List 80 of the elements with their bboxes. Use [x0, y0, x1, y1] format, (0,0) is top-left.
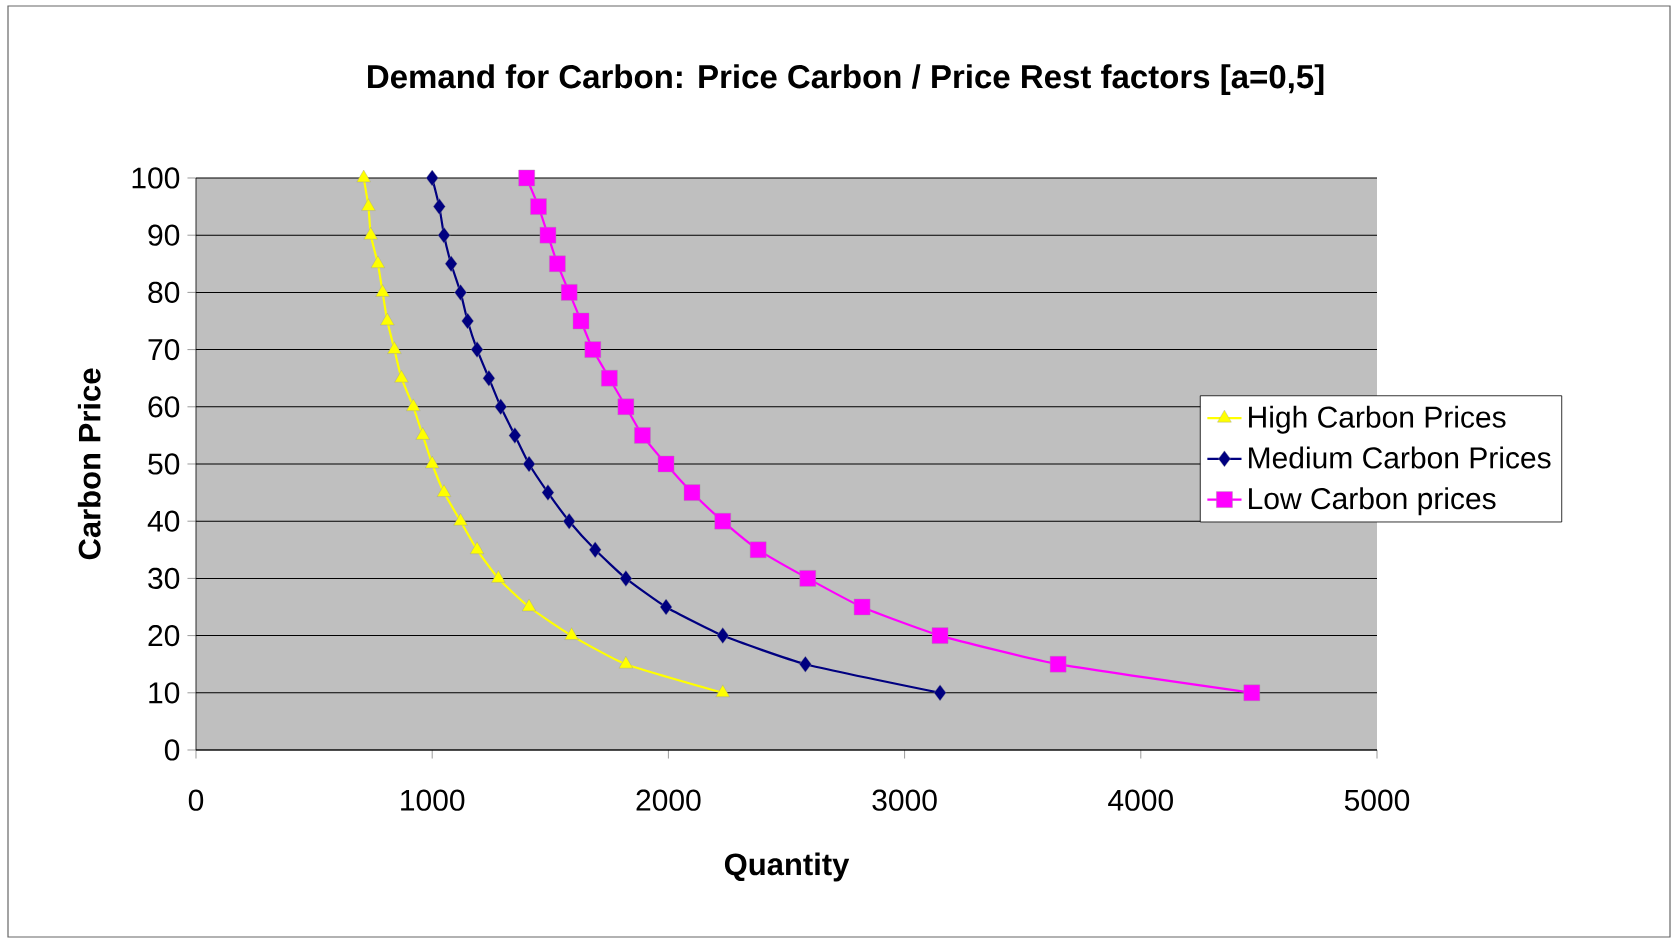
point — [356, 169, 371, 183]
y-tick-label: 70 — [148, 338, 180, 361]
point — [394, 370, 409, 383]
point — [799, 570, 816, 587]
point — [469, 541, 485, 554]
point — [494, 398, 507, 415]
point — [436, 484, 452, 497]
point — [1243, 684, 1261, 701]
y-tick-label: 90 — [148, 224, 180, 246]
point — [491, 570, 506, 583]
point — [561, 284, 578, 301]
legend-label: Low Carbon prices — [1249, 487, 1496, 516]
point — [406, 398, 421, 411]
point — [749, 541, 767, 558]
y-tick-label: 20 — [148, 624, 180, 647]
point — [363, 227, 378, 240]
point — [470, 341, 484, 358]
point — [361, 198, 376, 211]
point — [539, 227, 557, 244]
legend-label: High Carbon Prices — [1249, 405, 1506, 434]
x-tick-label: 2000 — [636, 789, 701, 811]
point — [461, 312, 474, 330]
y-tick-label: 10 — [149, 682, 180, 704]
point — [549, 255, 566, 272]
point — [572, 312, 590, 330]
point — [370, 255, 385, 268]
point — [716, 627, 729, 644]
x-tick-label: 1000 — [401, 789, 465, 811]
point — [584, 341, 602, 358]
point — [715, 684, 730, 697]
point — [426, 169, 439, 187]
y-axis-title: Carbon Price — [77, 368, 101, 560]
point — [931, 627, 949, 644]
point — [853, 598, 871, 616]
x-tick-label: 4000 — [1108, 789, 1173, 811]
x-tick-label: 5000 — [1344, 789, 1410, 811]
y-tick-label: 30 — [148, 567, 180, 590]
point — [522, 455, 536, 473]
point — [799, 656, 812, 673]
point — [617, 398, 635, 415]
point — [415, 427, 430, 440]
point — [659, 598, 673, 616]
y-tick-label: 40 — [147, 510, 180, 532]
y-tick-label: 100 — [132, 167, 180, 189]
point — [619, 570, 633, 587]
point — [564, 627, 579, 640]
point — [933, 684, 947, 701]
point — [482, 370, 496, 387]
point — [387, 341, 402, 354]
point — [375, 284, 390, 297]
point — [444, 255, 458, 272]
point — [588, 541, 602, 558]
point — [1049, 656, 1067, 673]
point — [518, 169, 535, 187]
x-tick-label: 3000 — [872, 789, 937, 811]
point — [634, 427, 651, 444]
point — [601, 370, 618, 387]
point — [380, 312, 395, 326]
y-tick-label: 60 — [148, 396, 180, 418]
point — [683, 484, 701, 501]
point — [437, 227, 451, 244]
point — [425, 455, 440, 469]
legend-label: Medium Carbon Prices — [1249, 446, 1551, 469]
point — [453, 513, 468, 526]
y-tick-label: 50 — [148, 453, 180, 475]
point — [714, 513, 731, 530]
y-tick-label: 80 — [148, 281, 180, 304]
point — [563, 513, 576, 530]
y-tick-label: 0 — [164, 739, 180, 761]
point — [521, 598, 537, 612]
point — [530, 198, 547, 215]
point — [657, 455, 675, 473]
chart-title: Demand for Carbon: Price Carbon / Price Rest factors [a=0,5] — [368, 64, 1324, 95]
point — [433, 198, 446, 215]
point — [541, 484, 555, 501]
point — [618, 656, 634, 669]
x-tick-label: 0 — [188, 789, 204, 811]
x-axis-title: Quantity — [724, 852, 850, 882]
point — [508, 427, 522, 444]
point — [454, 284, 467, 301]
